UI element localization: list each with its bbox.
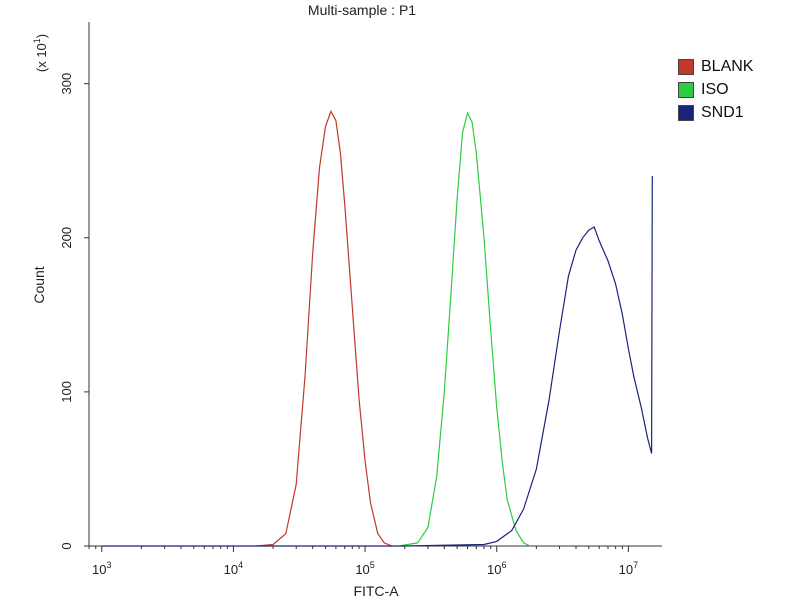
legend-swatch [678, 104, 694, 121]
series-iso [398, 111, 531, 547]
x-tick-exp: 3 [106, 560, 111, 570]
y-axis-label: Count [31, 266, 47, 303]
y-tick-label: 0 [59, 542, 74, 549]
x-tick-label: 103 [92, 560, 111, 577]
x-tick-exp: 7 [633, 560, 638, 570]
legend-label: SND1 [701, 103, 744, 121]
y-axis-ticks: 0 100 200 300 [59, 73, 89, 550]
x-tick-label: 104 [224, 560, 243, 577]
x-tick-label: 105 [355, 560, 374, 577]
legend: BLANK ISO SND1 [678, 55, 753, 124]
x-axis-label: FITC-A [353, 583, 399, 599]
x-tick-label: 107 [619, 560, 638, 577]
legend-swatch [678, 58, 694, 75]
y-tick-label: 200 [59, 227, 74, 249]
x-tick-exp: 5 [370, 560, 375, 570]
x-axis-ticks: 103 104 105 106 107 [88, 546, 638, 577]
series-snd1 [101, 176, 653, 547]
x-tick-label: 106 [487, 560, 506, 577]
y-axis-multiplier: (x 101) [32, 34, 49, 72]
legend-item-snd1: SND1 [678, 101, 753, 124]
legend-item-iso: ISO [678, 78, 753, 101]
x-tick-exp: 6 [501, 560, 506, 570]
legend-swatch [678, 81, 694, 98]
y-tick-label: 300 [59, 73, 74, 95]
y-tick-label: 100 [59, 381, 74, 403]
x-tick-base: 10 [92, 562, 106, 577]
legend-label: BLANK [701, 57, 754, 75]
y-multiplier-text: (x 10 [34, 43, 49, 72]
x-tick-base: 10 [487, 562, 501, 577]
series-blank [256, 109, 393, 547]
legend-label: ISO [701, 80, 729, 98]
x-tick-base: 10 [224, 562, 238, 577]
y-multiplier-exp: 1 [32, 38, 42, 43]
x-tick-exp: 4 [238, 560, 243, 570]
chart-title: Multi-sample : P1 [308, 2, 416, 18]
legend-item-blank: BLANK [678, 55, 753, 78]
plot-area [88, 22, 662, 547]
x-tick-base: 10 [619, 562, 633, 577]
x-tick-base: 10 [355, 562, 369, 577]
